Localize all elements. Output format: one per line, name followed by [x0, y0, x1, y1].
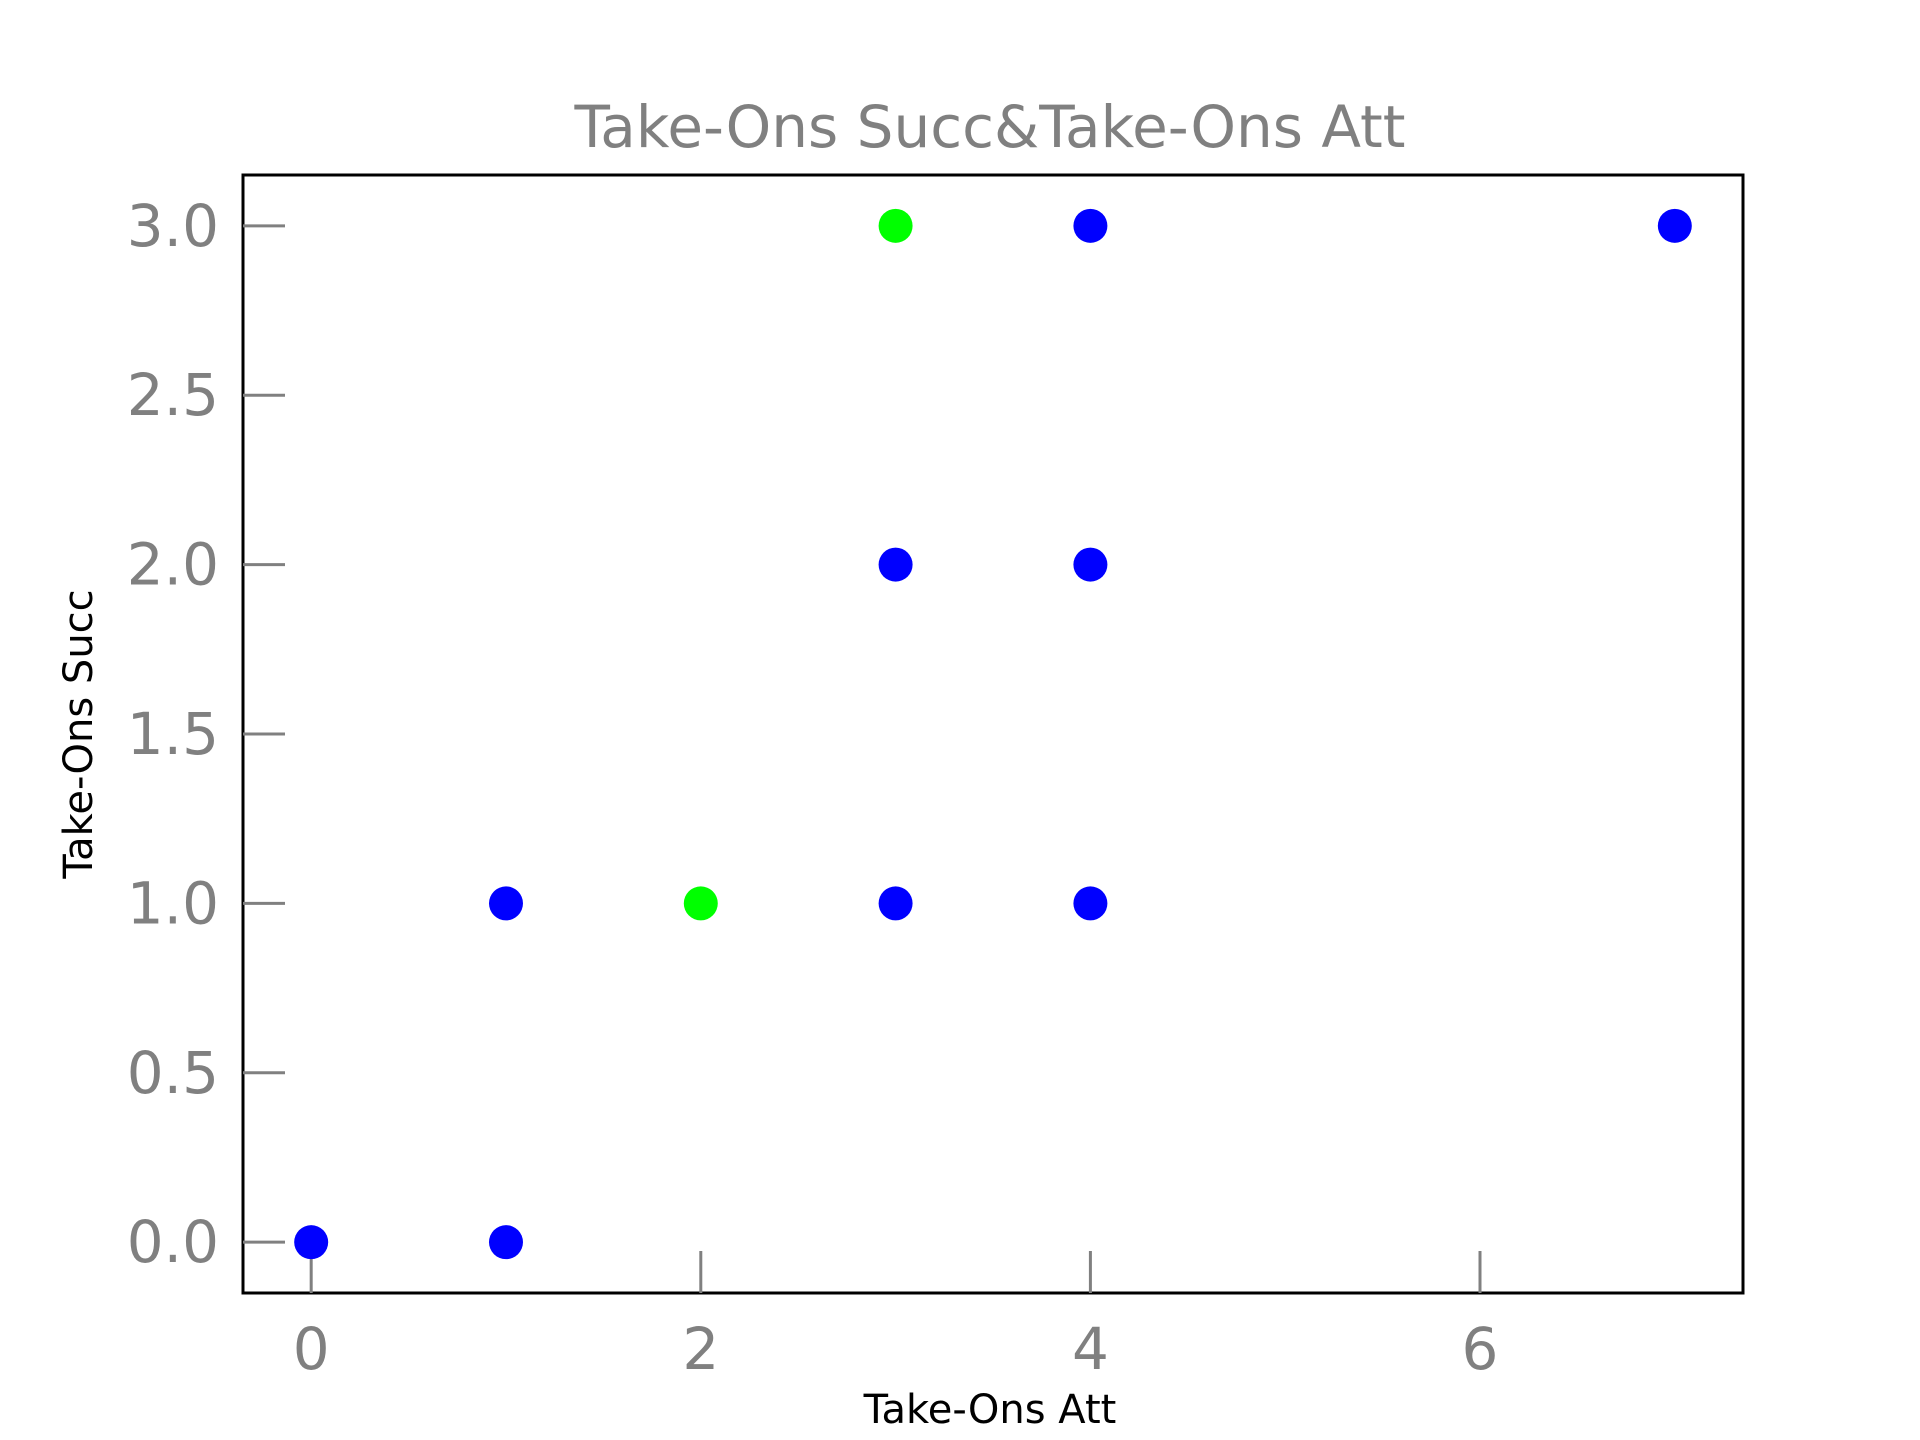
x-tick-label: 0 [293, 1315, 330, 1383]
x-tick-label: 2 [682, 1315, 719, 1383]
x-tick-label: 4 [1072, 1315, 1109, 1383]
y-tick-label: 1.0 [127, 869, 219, 937]
y-tick-label: 0.5 [127, 1039, 219, 1107]
chart-title: Take-Ons Succ&Take-Ons Att [573, 93, 1405, 161]
y-tick-label: 0.0 [127, 1208, 219, 1276]
scatter-point [1073, 886, 1108, 921]
scatter-point [878, 886, 913, 921]
plot-area [241, 173, 1745, 1295]
y-tick-label: 3.0 [127, 192, 219, 260]
y-axis: 0.0 0.5 1.0 1.5 2.0 2.5 3.0 [127, 192, 285, 1276]
x-axis-label: Take-Ons Att [863, 1387, 1117, 1433]
y-axis-label: Take-Ons Succ [56, 589, 102, 879]
scatter-point [488, 886, 523, 921]
y-tick-label: 2.5 [127, 361, 219, 429]
scatter-point [1073, 547, 1108, 582]
scatter-point [683, 886, 718, 921]
scatter-point [1073, 208, 1108, 243]
scatter-point [294, 1225, 329, 1260]
y-tick-label: 1.5 [127, 700, 219, 768]
x-axis: 0 2 4 6 [293, 1251, 1499, 1383]
x-tick-label: 6 [1462, 1315, 1499, 1383]
scatter-point [878, 208, 913, 243]
scatter-point [1657, 208, 1692, 243]
y-tick-label: 2.0 [127, 531, 219, 599]
scatter-point [488, 1225, 523, 1260]
data-points [294, 208, 1692, 1260]
scatter-point [878, 547, 913, 582]
